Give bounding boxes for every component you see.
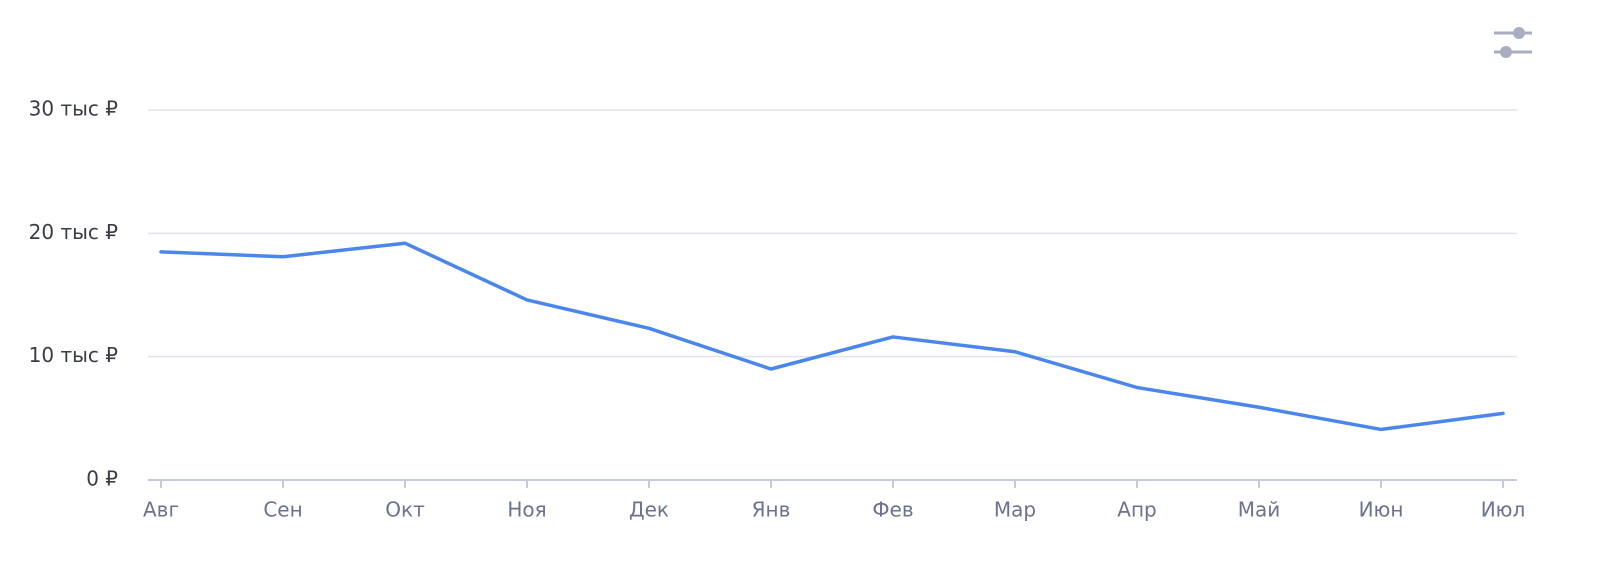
x-tick-label: Ноя	[507, 498, 546, 522]
x-tick-label: Июн	[1359, 498, 1404, 522]
x-tick-label: Сен	[263, 498, 302, 522]
y-tick-label: 0 ₽	[86, 467, 118, 491]
slider-knob	[1500, 46, 1512, 58]
slider-knob	[1513, 27, 1525, 39]
x-tick-label: Дек	[629, 498, 669, 522]
data-line	[159, 241, 1505, 432]
x-tick-label: Окт	[385, 498, 425, 522]
y-tick-label: 10 тыс ₽	[29, 343, 119, 367]
x-tick-label: Мар	[994, 498, 1036, 522]
settings-button[interactable]	[1494, 27, 1532, 58]
x-tick-label: Янв	[752, 498, 791, 522]
x-tick-label: Май	[1238, 498, 1281, 522]
y-tick-label: 20 тыс ₽	[29, 220, 119, 244]
x-tick-label: Авг	[143, 498, 179, 522]
x-tick-label: Апр	[1117, 498, 1156, 522]
x-tick-label: Июл	[1481, 498, 1526, 522]
x-tick-label: Фев	[872, 498, 913, 522]
y-tick-label: 30 тыс ₽	[29, 97, 119, 121]
